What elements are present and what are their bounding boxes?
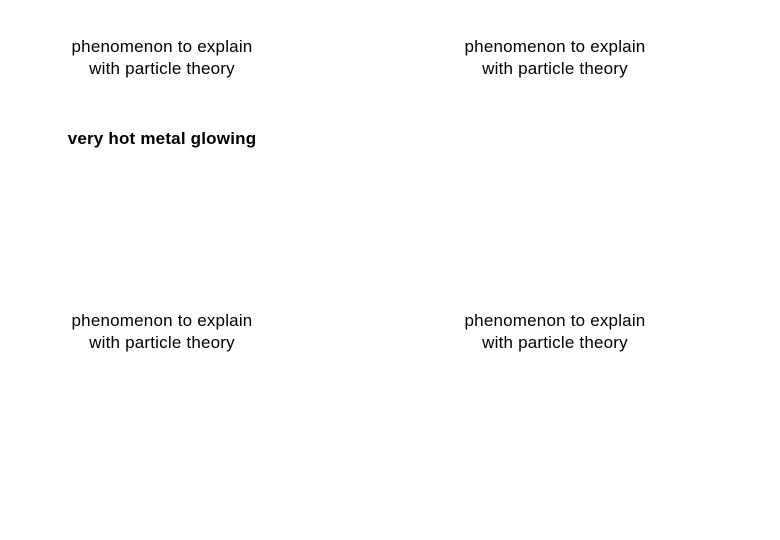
caption-top-left: phenomenon to explain with particle theo… [12, 36, 312, 80]
caption-line-1: phenomenon to explain [465, 37, 646, 56]
answer-text: very hot metal glowing [68, 129, 257, 148]
caption-bottom-left: phenomenon to explain with particle theo… [12, 310, 312, 354]
caption-line-1: phenomenon to explain [465, 311, 646, 330]
answer-top-left: very hot metal glowing [12, 128, 312, 150]
caption-line-2: with particle theory [89, 333, 235, 352]
slide-canvas: phenomenon to explain with particle theo… [0, 0, 780, 540]
caption-bottom-right: phenomenon to explain with particle theo… [405, 310, 705, 354]
caption-line-2: with particle theory [89, 59, 235, 78]
caption-line-2: with particle theory [482, 59, 628, 78]
caption-line-1: phenomenon to explain [72, 37, 253, 56]
caption-line-1: phenomenon to explain [72, 311, 253, 330]
caption-line-2: with particle theory [482, 333, 628, 352]
caption-top-right: phenomenon to explain with particle theo… [405, 36, 705, 80]
